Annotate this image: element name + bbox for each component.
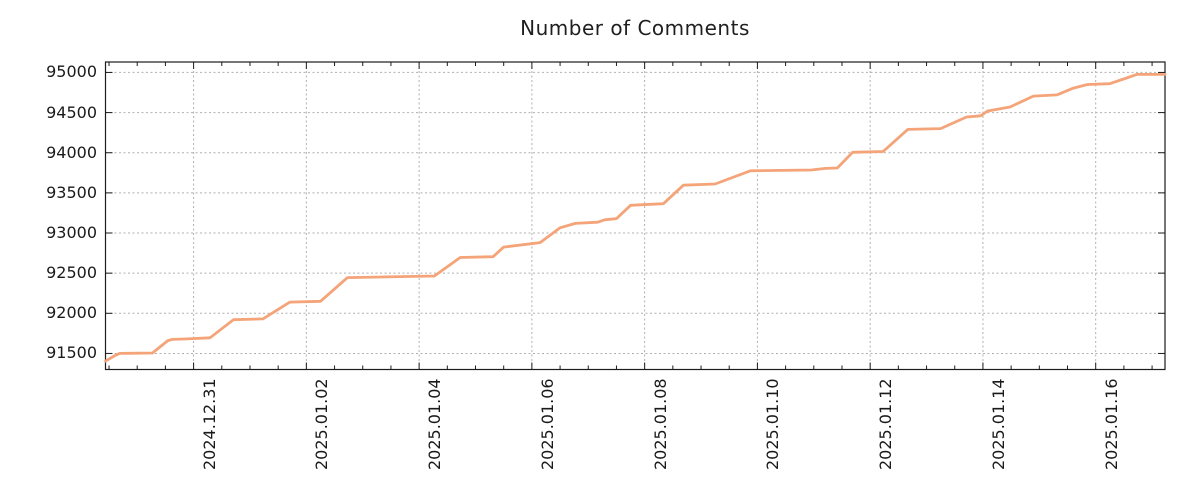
- x-tick-label: 2025.01.04: [425, 378, 445, 470]
- x-tick-label: 2025.01.14: [988, 378, 1008, 470]
- y-tick-label: 93000: [46, 223, 97, 242]
- y-tick-label: 93500: [46, 182, 97, 202]
- y-tick-label: 91500: [46, 343, 97, 363]
- x-tick-label: 2025.01.10: [763, 378, 783, 470]
- x-tick-label: 2025.01.08: [650, 378, 670, 470]
- plot-border: [104, 61, 1166, 371]
- series-line-number-of-comments: [104, 73, 1167, 363]
- y-tick-label: 92000: [46, 303, 97, 323]
- y-tick-label: 92500: [46, 263, 97, 283]
- x-tick-label: 2025.01.16: [1101, 378, 1121, 470]
- y-tick-label: 94500: [46, 102, 97, 122]
- chart-title: Number of Comments: [520, 16, 750, 40]
- y-tick-label: 94000: [46, 142, 97, 162]
- x-tick-label: 2025.01.12: [876, 378, 896, 470]
- x-tick-label: 2025.01.02: [312, 378, 332, 470]
- x-tick-label: 2024.12.31: [199, 378, 219, 470]
- x-tick-label: 2025.01.06: [537, 378, 557, 470]
- y-tick-label: 95000: [46, 62, 97, 82]
